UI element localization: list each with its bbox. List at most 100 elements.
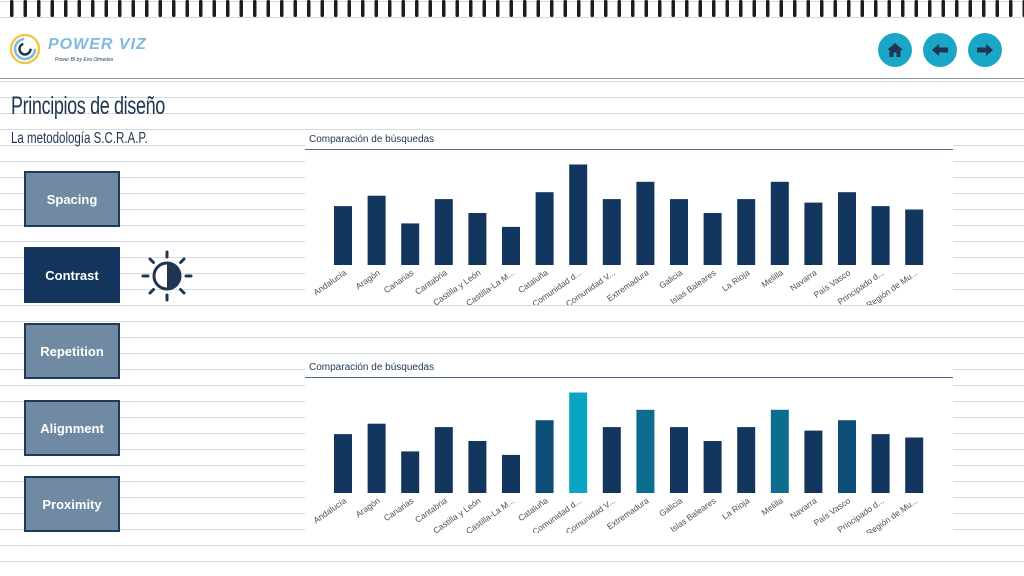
bar[interactable] [434,427,453,493]
x-tick-label: Canarias [382,495,416,523]
alignment-button[interactable]: Alignment [24,400,120,456]
spiral-ring [280,0,284,17]
spiral-ring [928,0,932,17]
spiral-ring [509,0,513,17]
spiral-ring [37,0,41,17]
spiral-ring [995,0,999,17]
spiral-ring [806,0,810,17]
bar[interactable] [804,430,823,493]
bar[interactable] [770,181,789,265]
home-button[interactable] [878,33,912,67]
spiral-ring [293,0,297,17]
spiral-ring [901,0,905,17]
x-tick-label: Melilla [759,495,785,517]
bar[interactable] [468,441,487,493]
spiral-binding [10,0,1024,17]
bar[interactable] [804,202,823,265]
spiral-ring [64,0,68,17]
bar[interactable] [401,223,420,265]
spiral-ring [941,0,945,17]
spiral-ring [226,0,230,17]
spiral-ring [631,0,635,17]
bar[interactable] [703,213,722,265]
bar[interactable] [569,392,588,494]
spiral-ring [172,0,176,17]
bar[interactable] [502,226,520,265]
back-button[interactable] [923,33,957,67]
spiral-ring [469,0,473,17]
x-tick-label: Melilla [759,267,785,289]
x-tick-label: Andalucía [311,495,348,525]
bar[interactable] [535,192,554,265]
bar[interactable] [838,192,856,265]
spiral-ring [374,0,378,17]
bar[interactable] [334,206,352,265]
bar[interactable] [636,181,655,265]
spiral-ring [644,0,648,17]
spiral-ring [725,0,729,17]
spiral-ring [914,0,918,17]
bar[interactable] [502,454,520,493]
chart-panel-top: Comparación de búsquedas Andalucía Aragón… [305,130,953,305]
spiral-ring [347,0,351,17]
bar[interactable] [905,437,924,494]
x-tick-label: Galicia [657,495,684,518]
contrast-button[interactable]: Contrast [24,247,120,303]
spiral-ring [536,0,540,17]
spiral-ring [77,0,81,17]
bar-chart-bottom: Andalucía Aragón CanariasCantabriaCastilla… [311,392,924,533]
spiral-ring [563,0,567,17]
bar[interactable] [468,213,487,265]
spiral-ring [131,0,135,17]
chart-title-rule [305,377,953,378]
spiral-ring [590,0,594,17]
spiral-ring [104,0,108,17]
spiral-ring [428,0,432,17]
page-subtitle: La metodología S.C.R.A.P. [11,130,148,147]
spiral-ring [10,0,14,17]
bar[interactable] [535,420,554,493]
bar[interactable] [367,423,386,493]
spiral-ring [523,0,527,17]
spiral-ring [118,0,122,17]
bar[interactable] [737,199,756,265]
spiral-ring [253,0,257,17]
bar[interactable] [367,195,386,265]
spiral-ring [671,0,675,17]
contrast-icon [141,250,193,302]
spiral-ring [199,0,203,17]
bar[interactable] [434,199,453,265]
spacing-button[interactable]: Spacing [24,171,120,227]
proximity-button[interactable]: Proximity [24,476,120,532]
spiral-ring [361,0,365,17]
bar[interactable] [334,434,352,493]
spiral-ring [91,0,95,17]
bar[interactable] [703,441,722,493]
bar[interactable] [401,451,420,493]
spiral-ring [698,0,702,17]
bar[interactable] [569,164,588,266]
bar[interactable] [770,409,789,493]
repetition-button[interactable]: Repetition [24,323,120,379]
bar[interactable] [670,199,688,265]
bar[interactable] [602,427,621,493]
spiral-ring [847,0,851,17]
spiral-ring [388,0,392,17]
bar[interactable] [636,409,655,493]
bar[interactable] [871,206,890,265]
bar[interactable] [838,420,856,493]
bar[interactable] [905,209,924,266]
spiral-ring [496,0,500,17]
forward-button[interactable] [968,33,1002,67]
bar[interactable] [737,427,756,493]
spiral-ring [833,0,837,17]
spiral-ring [779,0,783,17]
spiral-ring [820,0,824,17]
spiral-ring [334,0,338,17]
bar[interactable] [871,434,890,493]
bar[interactable] [670,427,688,493]
bar[interactable] [602,199,621,265]
spiral-ring [185,0,189,17]
spiral-ring [442,0,446,17]
x-tick-label: Aragón [354,267,382,291]
